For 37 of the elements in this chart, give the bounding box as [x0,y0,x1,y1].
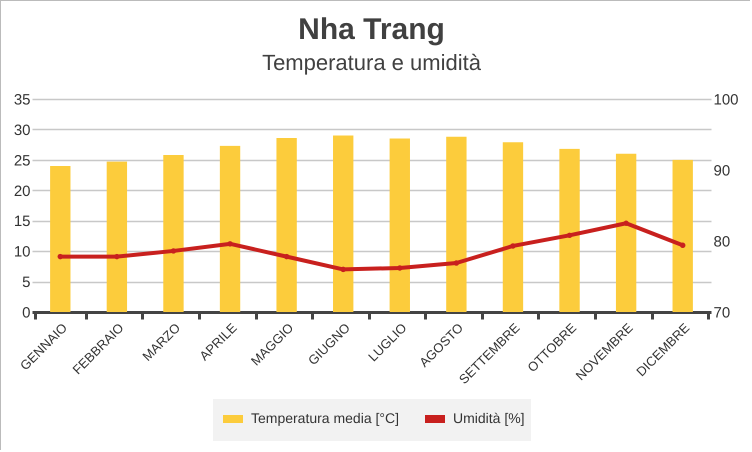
y-tick-label: 0 [22,304,30,322]
point [454,260,460,266]
legend-label: Temperatura media [°C] [251,410,399,426]
y-tick-label: 25 [14,152,30,170]
point [227,241,233,247]
point [566,232,572,238]
y-tick-label: 15 [14,213,30,230]
y-tick-label: 5 [22,274,30,292]
y-tick-label: 10 [14,244,30,261]
point [680,242,686,248]
bar [559,148,580,312]
point [623,220,629,226]
bar [446,136,467,312]
y2-tick-label: 100 [714,92,739,108]
y-tick-label: 20 [14,182,30,200]
bar [333,136,354,312]
y-tick-label: 35 [14,92,30,108]
y-tick-label: 30 [14,122,30,139]
chart-subtitle: Temperatura e umidità [262,50,482,75]
bar [220,146,240,312]
bar [276,138,297,312]
bar [502,142,524,312]
bar [390,138,410,312]
y2-tick-label: 80 [714,234,730,250]
bar [163,154,184,312]
point [170,248,176,254]
y2-tick-label: 90 [714,162,730,180]
legend-label: Umidità [%] [453,410,525,426]
chart-title: Nha Trang [298,13,445,46]
point [340,266,346,272]
bar [50,166,70,312]
bar [106,162,128,312]
y2-tick-label: 70 [714,304,730,322]
point [510,243,516,249]
bar [616,154,636,312]
point [284,254,290,260]
bar [672,160,693,312]
